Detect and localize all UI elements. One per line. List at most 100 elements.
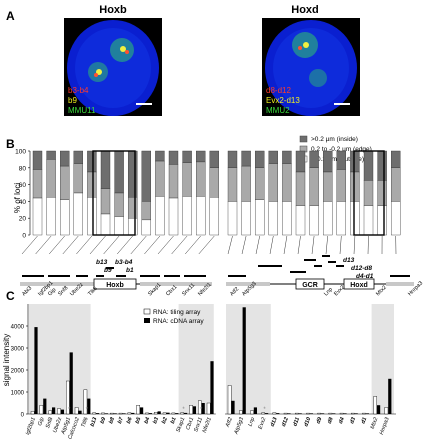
hoxd-bar-edge [363, 180, 374, 206]
panel-b-tick: 40 [19, 199, 27, 206]
hoxd-bar-outside [268, 201, 278, 236]
hoxb-bar-outside [195, 196, 206, 236]
panel-b-y-axis: 0 20 40 60 80 100 [15, 149, 31, 240]
hoxb-bar-edge [182, 162, 192, 197]
hoxb-bar-edge [195, 161, 206, 197]
gene-label: b3 [152, 417, 160, 425]
panel-c-ylabel: signal intensity [2, 334, 11, 386]
gene-label: Atp5g3 [233, 416, 245, 436]
hoxd-bar-inside [336, 150, 346, 170]
connector-line [21, 235, 38, 255]
hoxb-bar-edge [100, 188, 111, 215]
hoxb-bar-outside [32, 197, 43, 236]
hoxb-bar-inside [32, 150, 43, 170]
gene-map-hoxb: Hoxb [106, 282, 124, 289]
hoxd-bar-inside [350, 150, 360, 173]
hoxb-bar-edge [141, 201, 152, 221]
left-cdna-bar [166, 412, 170, 414]
gcr-box [295, 278, 325, 290]
right-cdna-bar [365, 413, 369, 414]
hoxb-bar-outside [168, 197, 179, 236]
hoxb-bar-inside [182, 150, 192, 163]
hoxb-bar-edge [32, 169, 43, 199]
hoxd-title: Hoxd [291, 4, 319, 16]
asterisk: * [182, 407, 185, 413]
right-tiling-bar [238, 410, 243, 415]
right-tiling-bar [373, 396, 378, 415]
hoxb-bar-edge [209, 167, 220, 198]
hoxd-bar-inside [227, 150, 238, 168]
panel-a-label: A [6, 9, 15, 23]
gene-label: b8 [108, 416, 116, 425]
right-cdna-bar [287, 413, 291, 414]
right-tiling-bar [384, 407, 389, 415]
hoxb-bar-edge [87, 171, 97, 198]
hoxd-bar-inside [309, 150, 319, 168]
gene-label: b2 [161, 417, 169, 425]
asterisk: * [86, 407, 89, 413]
left-tiling-bar [197, 400, 202, 415]
hoxb-bar-edge [114, 192, 124, 217]
legend-tiling-swatch [143, 308, 151, 315]
right-cdna-bar [321, 413, 325, 414]
hoxb-nucleus-image [64, 18, 162, 116]
hoxb-bar-outside [100, 213, 111, 236]
right-cdna-bar [354, 413, 358, 414]
left-cdna-bar [175, 413, 179, 414]
right-tiling-bar [283, 412, 288, 415]
left-cdna-bar [113, 413, 117, 414]
hoxd-bar-inside [377, 150, 387, 181]
panel-c-tick: 3000 [11, 347, 25, 353]
gene-label: Evx2 [258, 417, 268, 431]
panel-b-left-bars [32, 150, 220, 236]
connector-line [157, 235, 174, 255]
left-cdna-bar [201, 403, 205, 414]
gene-label: Ttll6 [80, 416, 90, 429]
hoxd-bar-outside [241, 201, 251, 236]
panel-b-tick: 0 [22, 233, 26, 240]
gene-label: d9 [316, 416, 324, 425]
hoxd-bar-edge [350, 171, 360, 202]
connector-line [353, 235, 356, 255]
probe-d4-d1: d4-d1 [356, 273, 374, 280]
hoxb-cluster-box [93, 278, 137, 290]
gene-label: b13 [90, 417, 99, 428]
left-tiling-bar [48, 410, 52, 415]
panel-b-label: B [6, 137, 15, 151]
legend-inside: >0.2 µm (inside) [311, 136, 358, 143]
hoxd-bar-inside [282, 150, 292, 164]
probe-b3-b4: b3-b4 [115, 259, 133, 266]
connector-line [171, 235, 188, 255]
gene-label: Snf8 [45, 416, 55, 430]
hoxb-bar-inside [87, 150, 97, 173]
left-tiling-bar [153, 412, 158, 415]
hoxd-bar-edge [282, 163, 292, 202]
right-cdna-bar [231, 400, 235, 414]
hoxd-nucleus-image [262, 18, 360, 116]
hoxb-bar-outside [127, 217, 138, 236]
connector-line [227, 235, 233, 255]
shaded-region [226, 304, 271, 414]
gene-label: b4 [143, 417, 151, 425]
gene-label: Mtx2 [370, 417, 380, 430]
left-cdna-bar [78, 410, 82, 414]
asterisk: * [200, 407, 203, 413]
left-gene-map: Hoxb [20, 278, 212, 290]
hoxd-cluster-box [343, 278, 375, 290]
connector-line [297, 235, 301, 255]
hoxd-probe2: Evx2-d13 [266, 96, 300, 105]
left-tiling-bar [92, 412, 96, 415]
connector-line [62, 235, 79, 255]
gene-map-label: Cbx1 [165, 284, 178, 297]
gene-map-label: Snf8 [57, 285, 69, 297]
left-tiling-bar [136, 405, 141, 415]
right-gene-map: GCR Hoxd [226, 278, 414, 290]
panel-c-tick: 4000 [11, 325, 25, 331]
panel-b-right-bars [227, 150, 401, 236]
shaded-region [29, 304, 91, 414]
gene-map-label: Abi3 [21, 285, 33, 297]
connector-line [339, 235, 342, 255]
left-tiling-bar [145, 412, 149, 415]
panel-b-connectors [21, 235, 397, 255]
connector-line [198, 235, 215, 255]
